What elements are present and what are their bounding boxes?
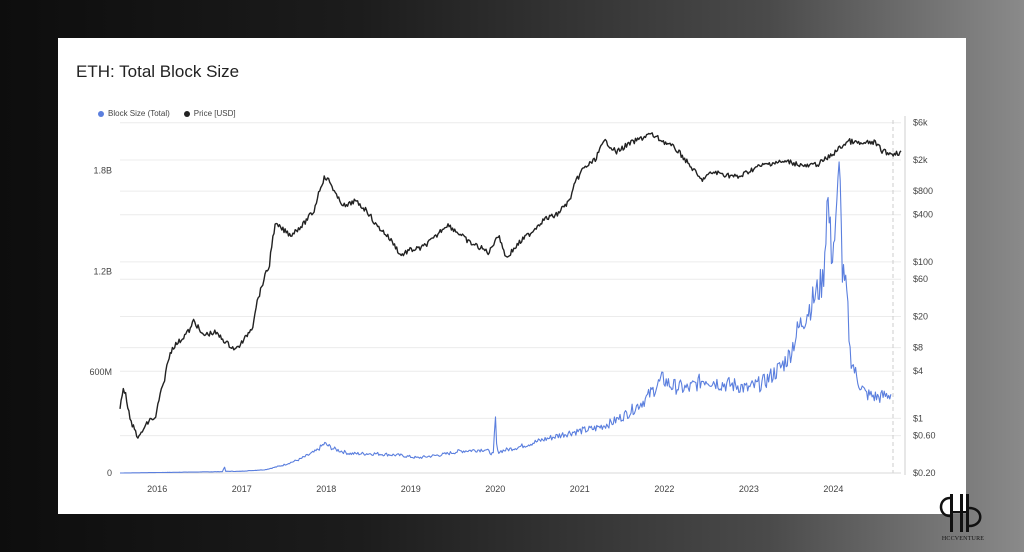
- brand-logo-text: HCCVENTURE: [941, 536, 985, 542]
- x-tick-label: 2020: [485, 484, 505, 494]
- x-tick-label: 2021: [570, 484, 590, 494]
- legend-item-block-size[interactable]: Block Size (Total): [98, 109, 170, 118]
- y-right-tick-label: $60: [913, 274, 928, 284]
- chart-title: ETH: Total Block Size: [76, 62, 240, 81]
- brand-logo: HCCVENTURE: [930, 490, 996, 548]
- legend-item-price[interactable]: Price [USD]: [183, 109, 236, 118]
- chart-legend: Block Size (Total) Price [USD]: [98, 109, 236, 118]
- y-right-tick-label: $800: [913, 186, 933, 196]
- y-right-tick-label: $1: [913, 413, 923, 423]
- x-tick-label: 2022: [654, 484, 674, 494]
- x-tick-label: 2017: [232, 484, 252, 494]
- y-right-tick-label: $2k: [913, 155, 928, 165]
- x-tick-label: 2016: [147, 484, 167, 494]
- legend-label-price: Price [USD]: [193, 109, 236, 118]
- x-tick-label: 2018: [316, 484, 336, 494]
- brand-monogram-icon: [939, 494, 982, 532]
- y-right-tick-label: $0.60: [913, 431, 936, 441]
- y-left-tick-label: 600M: [89, 367, 112, 377]
- y-right-tick-label: $8: [913, 343, 923, 353]
- axes: 0 600M 1.2B 1.8B $6k $2k $800 $400 $100 $60 $20 $8 $…: [89, 116, 936, 494]
- y-right-tick-label: $400: [913, 210, 933, 220]
- series-line-price: [119, 132, 902, 439]
- x-tick-label: 2023: [739, 484, 759, 494]
- series-line-block-size: [120, 161, 892, 474]
- y-right-tick-label: $20: [913, 312, 928, 322]
- y-right-tick-label: $0.20: [913, 468, 936, 478]
- series-layer: [119, 132, 902, 474]
- y-right-tick-label: $6k: [913, 118, 928, 128]
- x-tick-label: 2019: [401, 484, 421, 494]
- legend-swatch-block-size: [98, 110, 104, 117]
- y-left-tick-label: 1.8B: [93, 165, 112, 175]
- x-tick-label: 2024: [823, 484, 843, 494]
- legend-label-block-size: Block Size (Total): [108, 109, 170, 118]
- chart-card: ETH: Total Block Size Block Size (Total)…: [58, 38, 966, 514]
- y-left-tick-label: 0: [107, 468, 112, 478]
- y-left-tick-label: 1.2B: [93, 266, 112, 276]
- legend-swatch-price: [183, 110, 190, 117]
- y-right-tick-label: $100: [913, 257, 933, 267]
- y-right-tick-label: $4: [913, 366, 923, 376]
- grid-lines: [120, 122, 901, 474]
